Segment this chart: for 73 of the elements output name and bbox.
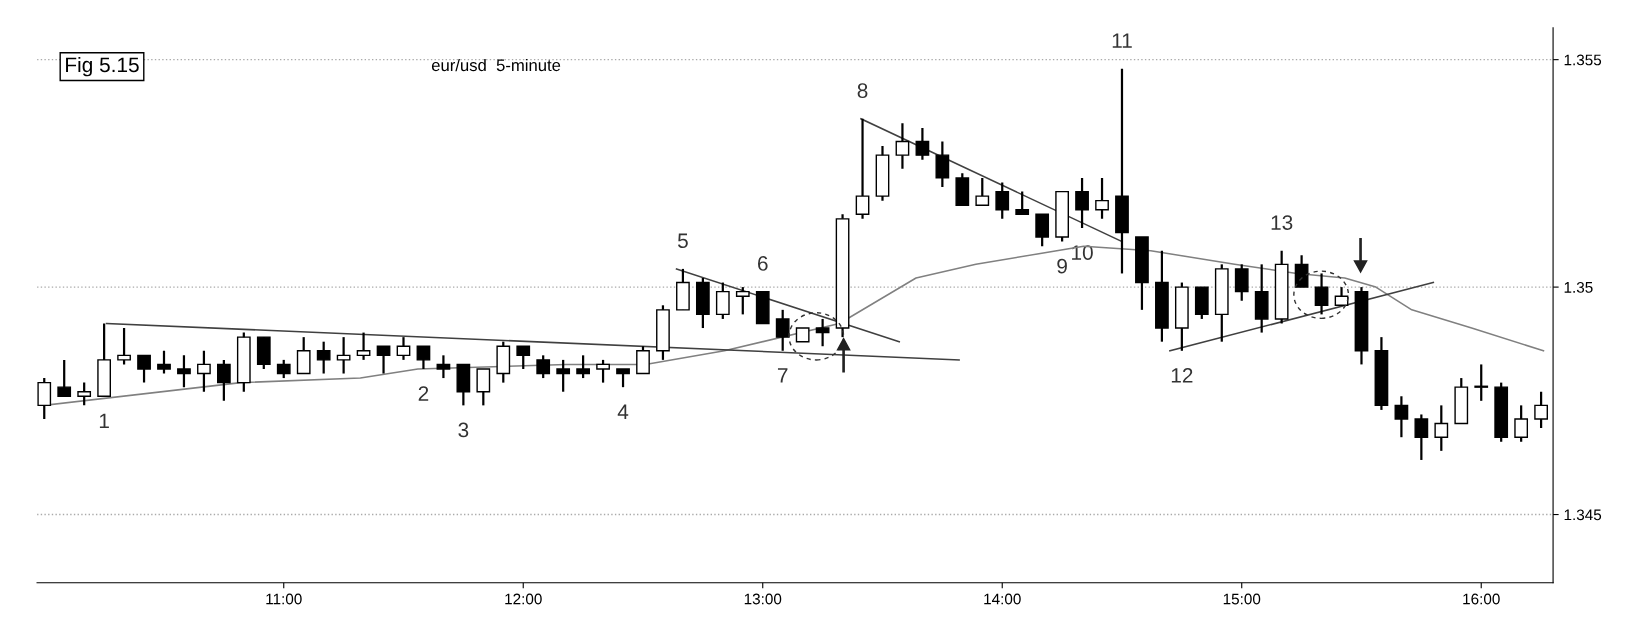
candlestick — [1434, 404, 1449, 452]
x-tick-label: 16:00 — [1463, 593, 1500, 605]
x-tick-label: 14:00 — [984, 593, 1021, 605]
candlestick — [356, 331, 371, 361]
candlestick — [915, 126, 930, 161]
candlestick — [1234, 263, 1249, 302]
candlestick — [536, 354, 551, 380]
annotation: 9 — [1057, 258, 1067, 274]
y-tick-label: 1.345 — [1564, 509, 1602, 521]
candlestick — [596, 358, 610, 384]
candlestick — [895, 122, 910, 170]
candlestick — [935, 140, 950, 189]
candlestick — [995, 181, 1010, 220]
candlestick — [1095, 176, 1109, 220]
candlestick — [336, 336, 351, 375]
candlestick — [1294, 254, 1309, 289]
annotation: 1 — [99, 413, 109, 429]
candlestick — [1534, 390, 1548, 430]
candlestick — [1414, 413, 1429, 462]
annotation: 4 — [617, 404, 629, 419]
annotation: 5 — [677, 233, 688, 249]
candlestick — [276, 358, 291, 380]
annotation: 8 — [857, 83, 868, 98]
candlestick — [1035, 213, 1050, 248]
annotation: 2 — [418, 386, 429, 401]
candlestick — [296, 336, 311, 375]
candlestick — [436, 354, 451, 380]
annotation: 12 — [1171, 368, 1193, 383]
annotation: 6 — [758, 256, 768, 271]
candlestick — [636, 345, 650, 375]
candlestick — [57, 358, 72, 398]
candlestick — [1314, 272, 1329, 316]
candlestick — [37, 376, 52, 421]
candlestick — [137, 354, 151, 384]
candlestick — [735, 285, 750, 316]
candlestick — [177, 354, 191, 389]
candlestick — [1514, 404, 1529, 443]
x-tick-label: 12:00 — [505, 593, 542, 605]
x-tick-label: 11:00 — [266, 593, 302, 605]
candlestick — [157, 349, 171, 375]
candlestick — [815, 317, 830, 348]
text: eur/usd 5-minute — [431, 58, 561, 72]
candlestick — [216, 358, 231, 402]
candlestick — [77, 381, 92, 407]
candlestick — [516, 345, 531, 371]
candlestick — [775, 308, 790, 352]
candlestick — [316, 340, 331, 375]
annotation: 3 — [458, 422, 469, 438]
candlestick — [1015, 190, 1030, 216]
candlestick — [396, 336, 411, 361]
candlestick — [616, 367, 630, 389]
annotation: 13 — [1271, 215, 1293, 230]
candlestick — [1394, 395, 1409, 439]
candlestick — [576, 354, 590, 380]
candlestick — [1474, 363, 1489, 402]
candlestick — [197, 349, 211, 393]
x-tick-label: 13:00 — [744, 593, 782, 605]
text: Fig 5.15 — [66, 56, 139, 77]
candlestick — [855, 117, 870, 220]
candlestick — [117, 326, 131, 366]
y-tick-label: 1.355 — [1564, 54, 1602, 66]
candlestick — [556, 358, 571, 393]
candlestick — [975, 176, 990, 207]
candlestick — [1334, 285, 1349, 307]
y-tick-label: 1.35 — [1564, 281, 1593, 293]
candlestick — [376, 345, 391, 375]
candlestick — [715, 281, 730, 321]
candlestick — [416, 345, 431, 371]
x-tick-label: 15:00 — [1223, 593, 1261, 605]
candlestick — [476, 367, 491, 407]
annotation: 11 — [1112, 33, 1132, 48]
annotation: 7 — [777, 368, 788, 383]
candlestick — [1075, 176, 1089, 230]
